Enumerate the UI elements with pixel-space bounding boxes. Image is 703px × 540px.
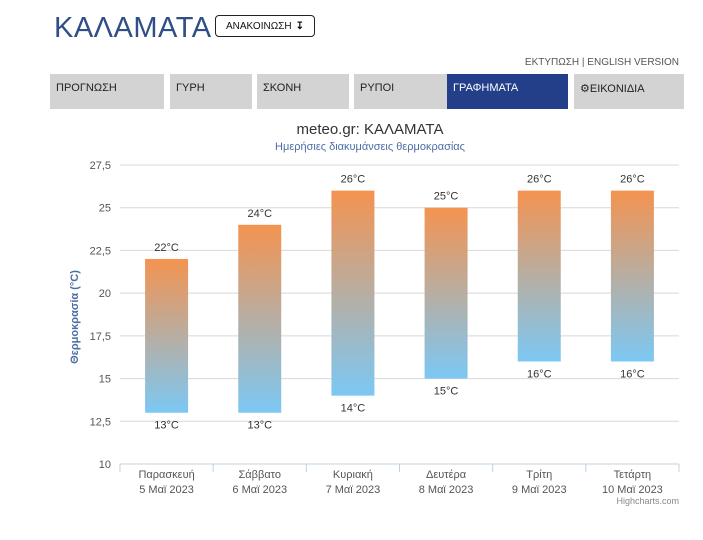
x-category-day: Δευτέρα	[426, 469, 467, 481]
y-tick-label: 22,5	[90, 245, 111, 257]
tab-icons[interactable]: ⚙ΕΙΚΟΝΙΔΙΑ	[574, 74, 684, 109]
y-axis-label: Θερμοκρασία (°C)	[69, 270, 81, 364]
y-tick-label: 25	[99, 203, 111, 215]
bars	[145, 190, 654, 413]
low-temp-label: 16°C	[620, 368, 645, 380]
x-category-date: 5 Μαϊ 2023	[139, 484, 194, 496]
announcement-button[interactable]: ΑΝΑΚΟΙΝΩΣΗ ↧	[215, 15, 315, 37]
x-category-date: 9 Μαϊ 2023	[512, 484, 567, 496]
high-temp-label: 22°C	[154, 242, 179, 254]
x-category-day: Κυριακή	[333, 469, 373, 481]
tab-label: ΡΥΠΟΙ	[360, 82, 395, 94]
low-temp-label: 13°C	[154, 420, 179, 432]
high-temp-label: 26°C	[620, 174, 645, 186]
temperature-bar	[424, 207, 468, 379]
high-temp-label: 26°C	[527, 174, 552, 186]
high-temp-label: 25°C	[434, 191, 459, 203]
grid-lines: 10 12,5 15 17,5 20 22,5 25 27,5	[90, 160, 679, 471]
y-tick-label: 27,5	[90, 160, 111, 172]
temperature-bar	[517, 190, 561, 362]
x-category-date: 10 Μαϊ 2023	[602, 484, 663, 496]
x-category-day: Τρίτη	[526, 469, 552, 481]
x-category-date: 8 Μαϊ 2023	[419, 484, 474, 496]
down-arrow-icon: ↧	[295, 21, 304, 32]
announcement-label: ΑΝΑΚΟΙΝΩΣΗ	[226, 21, 292, 32]
chart-subtitle: Ημερήσιες διακυμάνσεις θερμοκρασίας	[275, 141, 465, 153]
low-temp-label: 15°C	[434, 386, 459, 398]
x-axis: Παρασκευή 5 Μαϊ 2023 Σάββατο 6 Μαϊ 2023 Κυρι…	[119, 463, 680, 496]
chart-credit[interactable]: Highcharts.com	[616, 496, 679, 506]
page-title: ΚΑΛΑΜΑΤΑ	[54, 12, 212, 44]
tab-label: ΓΡΑΦΗΜΑΤΑ	[453, 82, 519, 94]
y-tick-label: 12,5	[90, 416, 111, 428]
y-tick-label: 15	[99, 374, 111, 386]
x-category-day: Σάββατο	[239, 469, 281, 481]
temperature-chart: meteo.gr: ΚΑΛΑΜΑΤΑ Ημερήσιες διακυμάνσει…	[0, 112, 703, 535]
tab-pollen[interactable]: ΓΥΡΗ	[170, 74, 252, 109]
english-version-link[interactable]: ENGLISH VERSION	[587, 57, 679, 68]
chart-title: meteo.gr: ΚΑΛΑΜΑΤΑ	[296, 121, 443, 138]
tab-charts[interactable]: ΓΡΑΦΗΜΑΤΑ	[447, 74, 568, 109]
x-category-date: 6 Μαϊ 2023	[232, 484, 287, 496]
tab-label: ΓΥΡΗ	[176, 82, 205, 94]
low-temp-label: 13°C	[247, 420, 272, 432]
top-links: ΕΚΤΥΠΩΣΗ | ENGLISH VERSION	[525, 57, 679, 68]
temperature-bar	[145, 258, 189, 413]
link-separator: |	[581, 57, 585, 68]
low-temp-label: 14°C	[341, 403, 366, 415]
high-temp-label: 24°C	[247, 208, 272, 220]
tab-dust[interactable]: ΣΚΟΝΗ	[257, 74, 349, 109]
y-tick-label: 20	[99, 288, 111, 300]
data-labels: 22°C 13°C 24°C 13°C 26°C 14°C 25°C 15°C 26°C 16°C…	[154, 174, 644, 432]
y-tick-label: 17,5	[90, 331, 111, 343]
tab-label: ΣΚΟΝΗ	[263, 82, 302, 94]
temperature-bar	[238, 224, 282, 413]
tab-label: ΠΡΟΓΝΩΣΗ	[56, 82, 117, 94]
x-category-date: 7 Μαϊ 2023	[326, 484, 381, 496]
x-category-day: Παρασκευή	[138, 469, 194, 481]
x-category-day: Τετάρτη	[614, 469, 652, 481]
gear-icon: ⚙	[580, 83, 590, 95]
print-link[interactable]: ΕΚΤΥΠΩΣΗ	[524, 57, 580, 68]
tab-forecast[interactable]: ΠΡΟΓΝΩΣΗ	[50, 74, 164, 109]
y-tick-label: 10	[99, 459, 111, 471]
chart-svg: meteo.gr: ΚΑΛΑΜΑΤΑ Ημερήσιες διακυμάνσει…	[69, 121, 680, 506]
tab-label: ΕΙΚΟΝΙΔΙΑ	[589, 83, 645, 95]
high-temp-label: 26°C	[341, 174, 366, 186]
low-temp-label: 16°C	[527, 368, 552, 380]
temperature-bar	[610, 190, 654, 362]
temperature-bar	[331, 190, 375, 396]
